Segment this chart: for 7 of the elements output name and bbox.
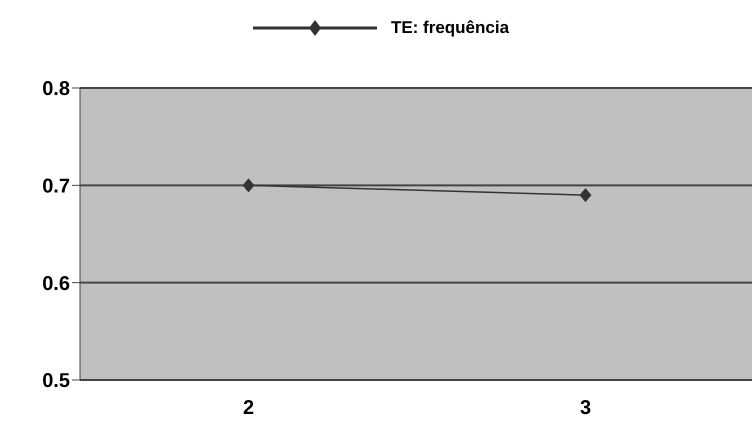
x-tick-label: 2 xyxy=(242,397,254,420)
x-tick-label: 3 xyxy=(580,397,592,420)
text: TE: frequência xyxy=(390,18,510,38)
y-tick-label: 0.7 xyxy=(42,175,70,198)
y-tick-label: 0.5 xyxy=(42,370,70,392)
y-tick-label: 0.8 xyxy=(42,78,70,100)
y-tick-label: 0.6 xyxy=(42,272,70,295)
